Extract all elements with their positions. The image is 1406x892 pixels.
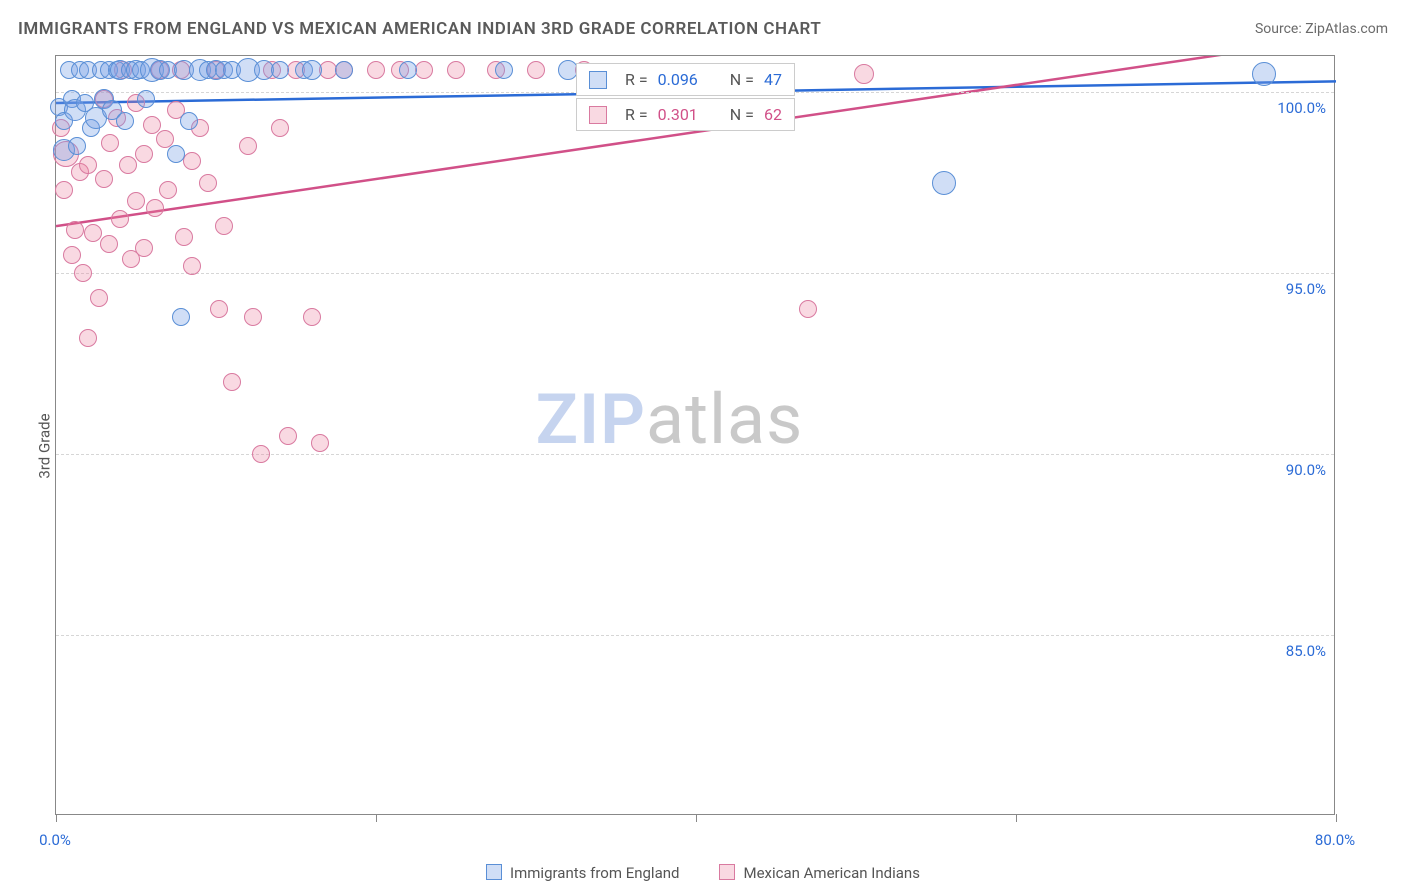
data-point-a (932, 171, 956, 195)
data-point-b (101, 134, 119, 152)
x-tick (376, 814, 377, 822)
stat-box-b: R =0.301N =62 (576, 98, 795, 131)
data-point-b (119, 156, 137, 174)
watermark: ZIPatlas (536, 379, 804, 461)
data-point-b (271, 119, 289, 137)
source-attribution: Source: ZipAtlas.com (1255, 21, 1388, 37)
data-point-b (55, 181, 73, 199)
grid-line (56, 273, 1334, 274)
data-point-b (367, 61, 385, 79)
data-point-b (127, 192, 145, 210)
data-point-b (415, 61, 433, 79)
data-point-b (79, 156, 97, 174)
data-point-b (175, 228, 193, 246)
data-point-b (66, 221, 84, 239)
data-point-b (111, 210, 129, 228)
data-point-b (143, 116, 161, 134)
regression-lines-svg (56, 56, 1336, 816)
x-tick (1336, 814, 1337, 822)
data-point-b (279, 427, 297, 445)
swatch-b (719, 864, 735, 880)
data-point-a (116, 112, 134, 130)
legend-item-a: Immigrants from England (486, 864, 679, 882)
data-point-a (1252, 62, 1276, 86)
x-tick (1016, 814, 1017, 822)
data-point-b (854, 64, 874, 84)
data-point-b (527, 61, 545, 79)
data-point-a (271, 61, 289, 79)
y-tick-label: 85.0% (1286, 642, 1326, 660)
data-point-b (311, 434, 329, 452)
data-point-b (183, 257, 201, 275)
data-point-a (172, 308, 190, 326)
x-tick-label: 80.0% (1315, 831, 1355, 849)
data-point-a (399, 61, 417, 79)
r-value-a: 0.096 (658, 70, 698, 89)
data-point-b (183, 152, 201, 170)
chart-title: IMMIGRANTS FROM ENGLAND VS MEXICAN AMERI… (18, 19, 821, 39)
y-axis-label: 3rd Grade (36, 413, 54, 478)
swatch-a (486, 864, 502, 880)
data-point-a (180, 112, 198, 130)
data-point-a (495, 61, 513, 79)
data-point-b (135, 145, 153, 163)
data-point-b (799, 300, 817, 318)
data-point-b (215, 217, 233, 235)
data-point-a (68, 137, 86, 155)
chart-header: IMMIGRANTS FROM ENGLAND VS MEXICAN AMERI… (18, 14, 1388, 44)
x-tick (56, 814, 57, 822)
data-point-b (63, 246, 81, 264)
data-point-b (159, 181, 177, 199)
data-point-b (447, 61, 465, 79)
data-point-b (223, 373, 241, 391)
data-point-a (558, 60, 578, 80)
y-tick-label: 90.0% (1286, 461, 1326, 479)
data-point-b (244, 308, 262, 326)
stat-swatch-a (589, 71, 607, 89)
data-point-b (252, 445, 270, 463)
n-value-b: 62 (764, 105, 782, 124)
grid-line (56, 635, 1334, 636)
x-tick (696, 814, 697, 822)
data-point-b (90, 289, 108, 307)
chart-plot-area: ZIPatlas 85.0% 90.0% 95.0% 100.0% R =0.096N … (55, 55, 1335, 815)
data-point-b (239, 137, 257, 155)
y-tick-label: 95.0% (1286, 280, 1326, 298)
data-point-b (303, 308, 321, 326)
data-point-b (146, 199, 164, 217)
r-value-b: 0.301 (658, 105, 698, 124)
stat-swatch-b (589, 106, 607, 124)
data-point-b (84, 224, 102, 242)
data-point-b (79, 329, 97, 347)
legend-item-b: Mexican American Indians (719, 864, 919, 882)
stat-box-a: R =0.096N =47 (576, 63, 795, 96)
data-point-a (167, 145, 185, 163)
n-value-a: 47 (764, 70, 782, 89)
data-point-b (210, 300, 228, 318)
data-point-a (137, 90, 155, 108)
grid-line (56, 454, 1334, 455)
data-point-b (135, 239, 153, 257)
data-point-b (100, 235, 118, 253)
data-point-a (335, 61, 353, 79)
y-tick-label: 100.0% (1277, 99, 1326, 117)
data-point-b (199, 174, 217, 192)
x-tick-label: 0.0% (39, 831, 71, 849)
data-point-b (95, 170, 113, 188)
data-point-a (302, 60, 322, 80)
data-point-b (74, 264, 92, 282)
series-legend: Immigrants from England Mexican American… (0, 864, 1406, 882)
